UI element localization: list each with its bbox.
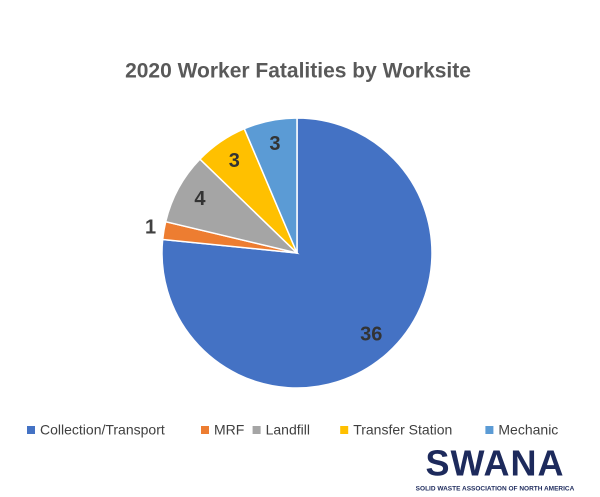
legend-swatch (27, 426, 35, 434)
legend-label: Transfer Station (353, 422, 452, 438)
legend-swatch (485, 426, 494, 434)
legend-swatch (340, 426, 349, 434)
logo-name: SWANA (426, 443, 565, 484)
data-label: 36 (360, 323, 382, 345)
legend-label: Mechanic (498, 422, 558, 438)
data-label: 3 (269, 133, 280, 155)
legend-swatch (252, 426, 261, 434)
data-label: 1 (145, 217, 156, 239)
legend-swatch (201, 426, 209, 434)
logo-tagline: SOLID WASTE ASSOCIATION OF NORTH AMERICA (416, 486, 575, 493)
pie-slice (243, 117, 298, 254)
data-label: 4 (194, 188, 206, 210)
legend-label: Collection/Transport (40, 422, 165, 438)
legend-label: MRF (214, 422, 244, 438)
chart-title: 2020 Worker Fatalities by Worksite (125, 60, 471, 83)
legend-label: Landfill (266, 422, 310, 438)
data-label: 3 (229, 150, 240, 172)
